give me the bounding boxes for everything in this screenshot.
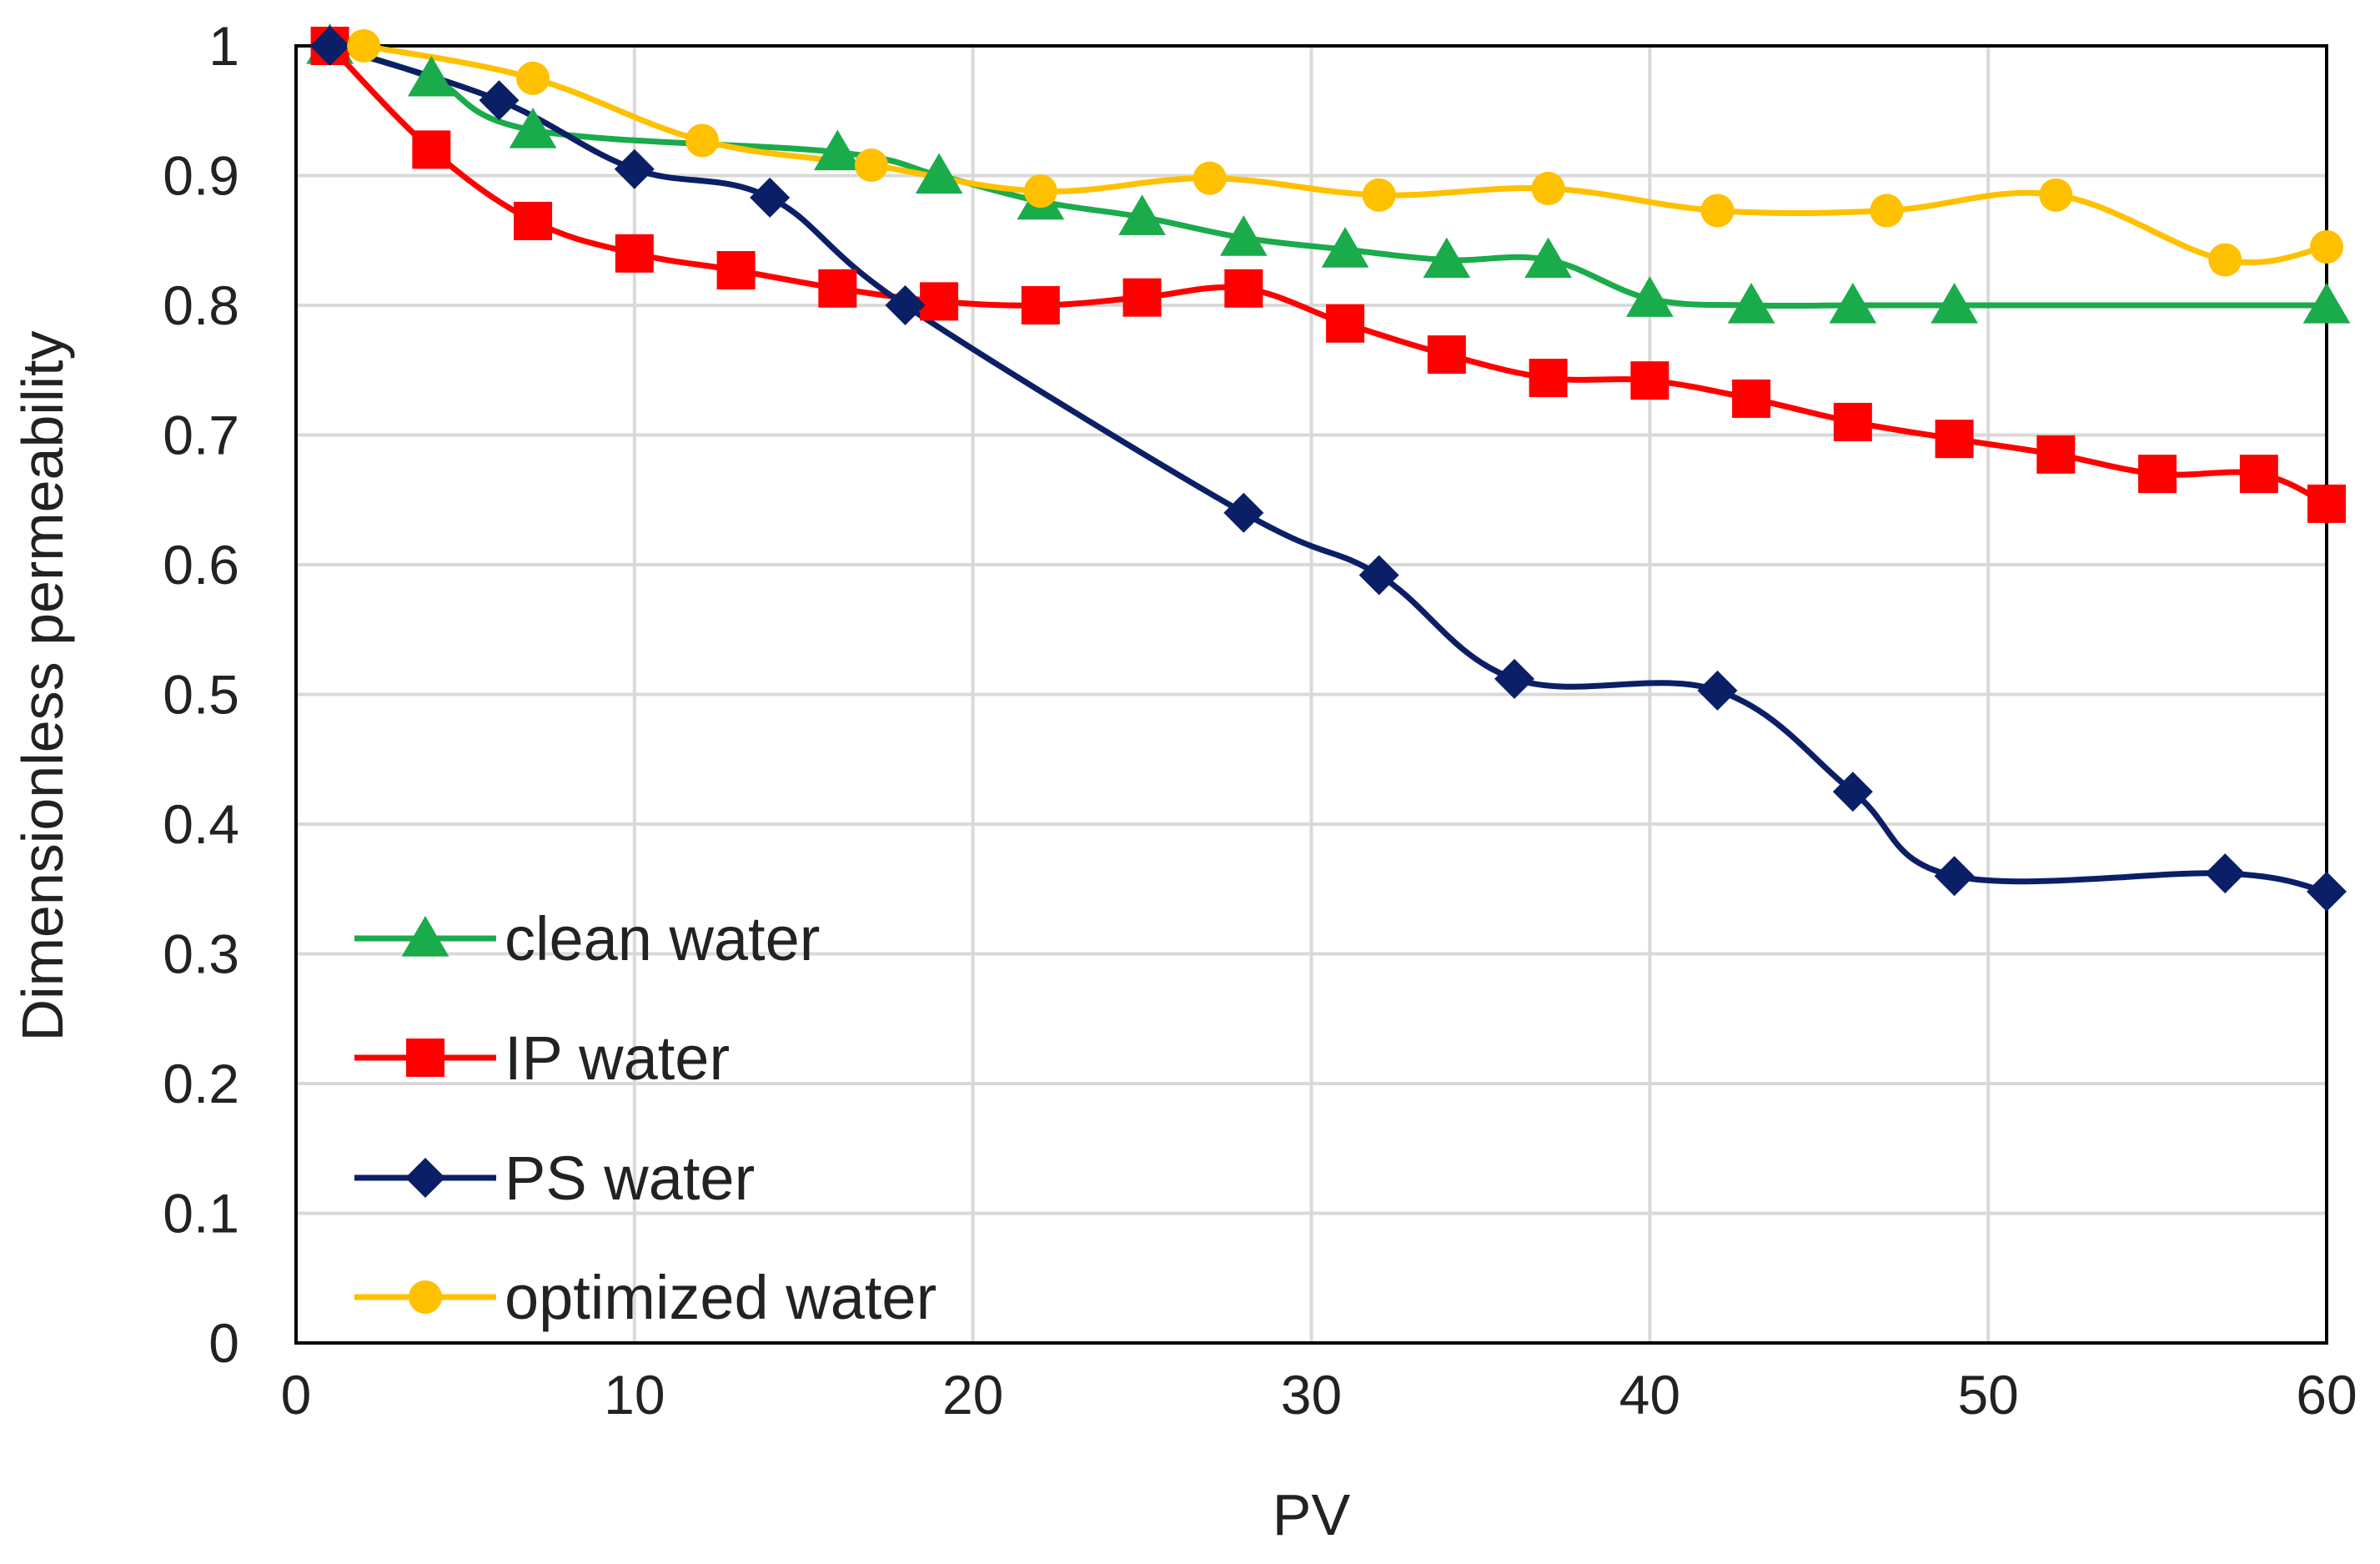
data-point-ps-water — [750, 177, 791, 218]
data-point-ip-water — [1021, 286, 1060, 324]
data-point-clean-water — [1423, 237, 1471, 279]
data-point-ps-water — [1223, 492, 1264, 533]
y-axis-title: Dimensionless permeability — [10, 331, 75, 1042]
x-tick-label: 50 — [1957, 1364, 2018, 1426]
data-point-clean-water — [509, 108, 557, 148]
data-point-ip-water — [615, 234, 654, 273]
data-point-optimized-water — [685, 123, 719, 158]
x-axis-title: PV — [1273, 1482, 1351, 1547]
legend-item-clean-water: clean water — [354, 904, 820, 973]
legend-item-ip-water: IP water — [354, 1023, 730, 1093]
data-point-optimized-water — [854, 148, 888, 183]
data-point-optimized-water — [1362, 178, 1396, 212]
legend-item-ps-water: PS water — [354, 1144, 755, 1213]
data-point-optimized-water — [2310, 230, 2343, 264]
data-point-ip-water — [2138, 455, 2177, 494]
legend-label-ps-water: PS water — [505, 1144, 755, 1213]
data-point-ip-water — [1326, 304, 1365, 343]
y-tick-label: 0.1 — [163, 1183, 239, 1245]
axes: 0 10 20 30 40 50 60 0 0.1 0.2 0.3 0.4 0.5 0.6 0.7 0.8 0.… — [10, 15, 2357, 1547]
data-point-optimized-water — [347, 29, 381, 63]
data-point-clean-water — [1321, 227, 1369, 268]
data-point-ip-water — [2307, 484, 2346, 523]
legend-item-optimized-water: optimized water — [354, 1263, 936, 1332]
legend-marker-optimized-water — [409, 1280, 442, 1314]
series-markers — [306, 23, 2351, 912]
y-tick-label: 0.3 — [163, 923, 239, 985]
data-point-optimized-water — [516, 61, 550, 95]
data-point-clean-water — [407, 55, 455, 97]
y-tick-label: 0 — [208, 1312, 239, 1374]
data-point-ip-water — [1122, 278, 1162, 317]
data-point-ps-water — [2205, 853, 2246, 894]
y-tick-label: 0.9 — [163, 145, 239, 207]
legend-label-ip-water: IP water — [505, 1023, 730, 1093]
x-tick-label: 60 — [2296, 1364, 2357, 1426]
data-point-ps-water — [1494, 658, 1534, 699]
data-point-clean-water — [1931, 283, 1978, 324]
y-tick-label: 0.4 — [163, 793, 239, 855]
legend-label-clean-water: clean water — [505, 904, 820, 973]
y-tick-label: 0.2 — [163, 1053, 239, 1114]
legend-marker-clean-water — [401, 916, 449, 957]
data-point-ps-water — [885, 285, 926, 325]
data-point-optimized-water — [2208, 243, 2242, 277]
data-point-ps-water — [2307, 871, 2347, 912]
data-point-optimized-water — [1531, 172, 1565, 206]
y-tick-label: 1 — [208, 15, 239, 77]
data-point-clean-water — [1829, 283, 1877, 324]
data-point-ip-water — [920, 282, 959, 321]
data-point-ps-water — [1358, 555, 1399, 596]
data-point-clean-water — [915, 153, 963, 194]
data-point-ip-water — [2036, 435, 2076, 474]
data-point-ip-water — [818, 269, 857, 308]
y-tick-label: 0.8 — [163, 274, 239, 336]
legend: clean water IP water PS water optimized wat… — [354, 904, 936, 1332]
data-point-ip-water — [412, 130, 451, 169]
data-point-ip-water — [1224, 269, 1263, 308]
data-point-optimized-water — [2039, 178, 2073, 212]
data-point-ip-water — [1833, 402, 1872, 441]
data-point-ip-water — [716, 251, 756, 290]
data-point-ps-water — [1934, 856, 1975, 897]
legend-marker-ps-water — [405, 1158, 445, 1198]
data-point-clean-water — [1118, 194, 1166, 235]
x-tick-label: 40 — [1619, 1364, 1680, 1426]
data-point-optimized-water — [1023, 174, 1057, 209]
data-point-optimized-water — [1700, 194, 1735, 228]
data-point-ip-water — [1427, 335, 1466, 375]
data-point-clean-water — [1727, 283, 1775, 324]
x-tick-label: 20 — [942, 1364, 1003, 1426]
data-point-ps-water — [309, 26, 350, 66]
data-point-ps-water — [1832, 772, 1873, 812]
data-point-clean-water — [2302, 283, 2351, 324]
x-tick-label: 10 — [604, 1364, 665, 1426]
y-tick-label: 0.7 — [163, 405, 239, 466]
x-tick-label: 0 — [281, 1364, 312, 1426]
data-point-clean-water — [1219, 215, 1268, 256]
data-point-ip-water — [1630, 361, 1670, 400]
data-point-optimized-water — [1870, 194, 1904, 228]
data-point-ps-water — [614, 148, 655, 189]
y-tick-label: 0.5 — [163, 664, 239, 726]
data-point-optimized-water — [1193, 161, 1227, 195]
data-point-ps-water — [1697, 670, 1738, 711]
y-tick-label: 0.6 — [163, 534, 239, 596]
data-point-clean-water — [813, 129, 861, 171]
legend-marker-ip-water — [406, 1038, 444, 1077]
data-point-clean-water — [1625, 276, 1674, 317]
legend-label-optimized-water: optimized water — [505, 1263, 936, 1332]
data-point-ip-water — [1529, 359, 1568, 398]
data-point-ps-water — [479, 80, 520, 121]
data-point-ip-water — [1732, 379, 1771, 418]
data-point-ip-water — [514, 201, 553, 240]
plot-area-border — [294, 44, 2328, 1345]
data-point-clean-water — [1524, 237, 1572, 279]
data-point-ip-water — [1935, 420, 1974, 459]
x-tick-label: 30 — [1281, 1364, 1342, 1426]
data-point-ip-water — [2239, 455, 2278, 494]
